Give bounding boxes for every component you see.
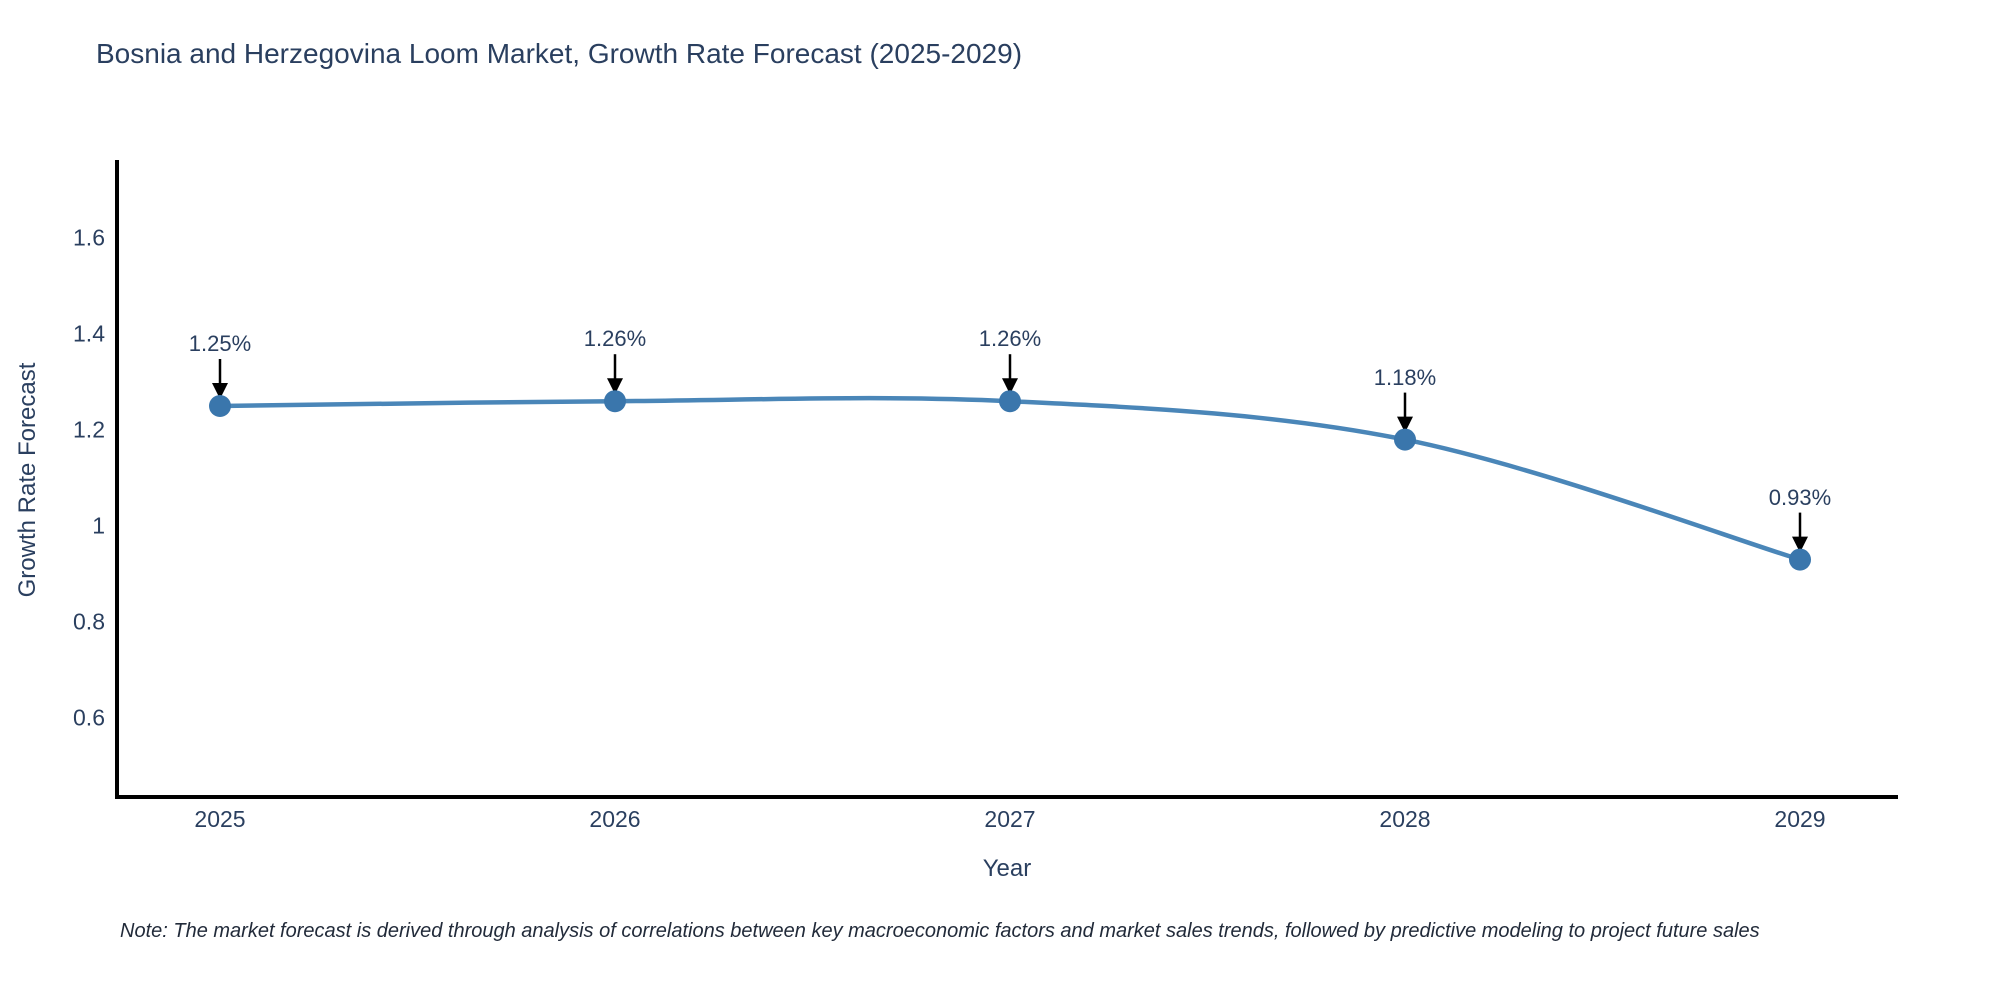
point-value-annotation: 1.26% [583,326,647,352]
point-value-annotation: 1.25% [188,331,252,356]
x-tick-label: 2025 [194,806,246,832]
y-tick-label: 1.4 [73,320,105,347]
annotation-arrowhead [607,378,623,395]
x-axis-title: Year [982,855,1032,882]
forecast-line [219,395,1801,562]
x-tick-label: 2029 [1774,806,1826,832]
chart-title: Bosnia and Herzegovina Loom Market, Grow… [96,38,1023,69]
x-tick-label: 2027 [984,806,1036,832]
data-point-marker [1394,428,1416,451]
data-point-marker [999,390,1021,413]
data-point-marker [604,390,626,413]
point-value-annotation: 1.18% [1373,364,1437,390]
point-value-annotation: 1.26% [978,326,1042,352]
y-tick-label: 1.6 [73,224,105,251]
x-tick-label: 2026 [589,806,641,832]
y-tick-label: 0.6 [73,704,105,731]
y-axis-title: Growth Rate Forecast [14,362,41,598]
point-value-annotation: 0.93% [1768,484,1832,510]
annotation-arrowhead [212,383,228,399]
data-point-marker [209,395,231,417]
annotation-arrowhead [1397,416,1413,433]
footnote: Note: The market forecast is derived thr… [120,920,1760,942]
annotation-arrowhead [1792,536,1808,553]
data-point-marker [1789,548,1811,571]
annotation-arrowhead [1002,378,1018,395]
y-tick-label: 0.8 [73,608,105,635]
y-tick-label: 1.2 [73,416,105,443]
y-tick-label: 1 [92,512,105,539]
x-tick-label: 2028 [1379,806,1431,832]
